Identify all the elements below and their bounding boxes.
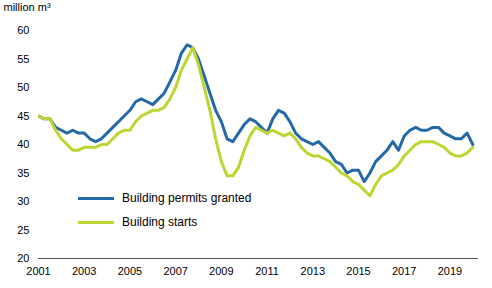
svg-text:2011: 2011 (255, 265, 279, 277)
html-text:Building starts: Building starts (122, 215, 198, 229)
svg-text:35: 35 (17, 167, 29, 179)
svg-text:60: 60 (17, 24, 29, 36)
svg-text:2003: 2003 (72, 265, 96, 277)
svg-text:2009: 2009 (209, 265, 233, 277)
svg-text:2007: 2007 (163, 265, 187, 277)
svg-text:2005: 2005 (118, 265, 142, 277)
svg-text:million m³: million m³ (4, 1, 51, 13)
svg-text:30: 30 (17, 195, 29, 207)
svg-text:40: 40 (17, 138, 29, 150)
svg-text:45: 45 (17, 110, 29, 122)
svg-text:20: 20 (17, 252, 29, 264)
svg-text:55: 55 (17, 53, 29, 65)
svg-text:2001: 2001 (26, 265, 50, 277)
svg-text:2017: 2017 (392, 265, 416, 277)
svg-text:25: 25 (17, 224, 29, 236)
svg-text:50: 50 (17, 81, 29, 93)
svg-text:2013: 2013 (301, 265, 325, 277)
svg-text:2019: 2019 (438, 265, 462, 277)
html-text:Building permits granted: Building permits granted (122, 191, 252, 205)
svg-text:2015: 2015 (346, 265, 370, 277)
